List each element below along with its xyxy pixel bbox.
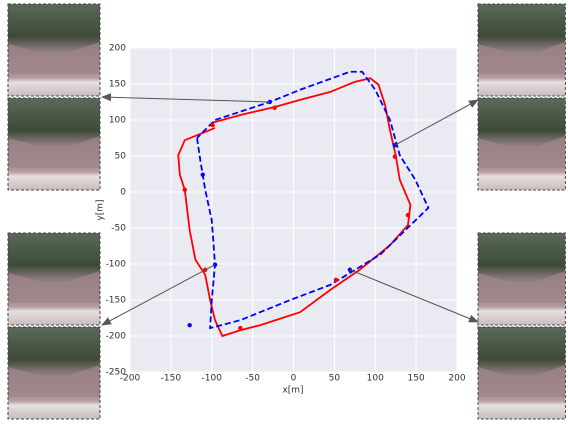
camera-image (7, 326, 101, 420)
y-tick-label: -150 (106, 296, 127, 306)
y-tick-label: -250 (106, 368, 127, 378)
y-tick-label: 200 (109, 44, 126, 54)
x-tick-label: -100 (202, 374, 223, 384)
marker (333, 277, 339, 283)
camera-image (7, 232, 101, 326)
y-tick-label: 150 (109, 80, 126, 90)
x-tick-label: 50 (329, 374, 341, 384)
marker (200, 172, 205, 177)
x-tick-label: 100 (367, 374, 384, 384)
marker (182, 187, 187, 193)
x-tick-label: 0 (291, 374, 297, 384)
trajectory-line (177, 77, 412, 338)
y-axis-label: y[m] (96, 199, 106, 220)
x-tick-label: 150 (408, 374, 425, 384)
y-tick-label: -200 (106, 332, 127, 342)
y-tick-label: 50 (115, 152, 127, 162)
x-tick-label: -50 (245, 374, 260, 384)
x-tick-label: -150 (161, 374, 182, 384)
camera-image (477, 97, 566, 191)
y-tick-label: -50 (111, 224, 126, 234)
arrow (101, 93, 270, 103)
marker (187, 323, 192, 328)
camera-image (477, 3, 566, 97)
arrow (101, 264, 216, 326)
x-axis-label: x[m] (282, 386, 303, 396)
y-tick-label: 100 (109, 116, 126, 126)
marker (210, 122, 215, 128)
marker (347, 267, 353, 272)
camera-image (477, 232, 566, 326)
y-tick-label: 0 (120, 188, 126, 198)
marker (272, 105, 277, 110)
marker (212, 262, 218, 267)
marker (405, 212, 411, 218)
arrow (349, 269, 479, 323)
x-tick-label: 200 (448, 374, 465, 384)
x-tick-label: -200 (120, 374, 141, 384)
y-tick-label: -100 (106, 260, 127, 270)
marker (392, 154, 398, 159)
marker (238, 325, 243, 331)
camera-image (7, 3, 101, 97)
camera-image (7, 97, 101, 191)
camera-image (477, 326, 566, 420)
arrow (394, 99, 479, 146)
